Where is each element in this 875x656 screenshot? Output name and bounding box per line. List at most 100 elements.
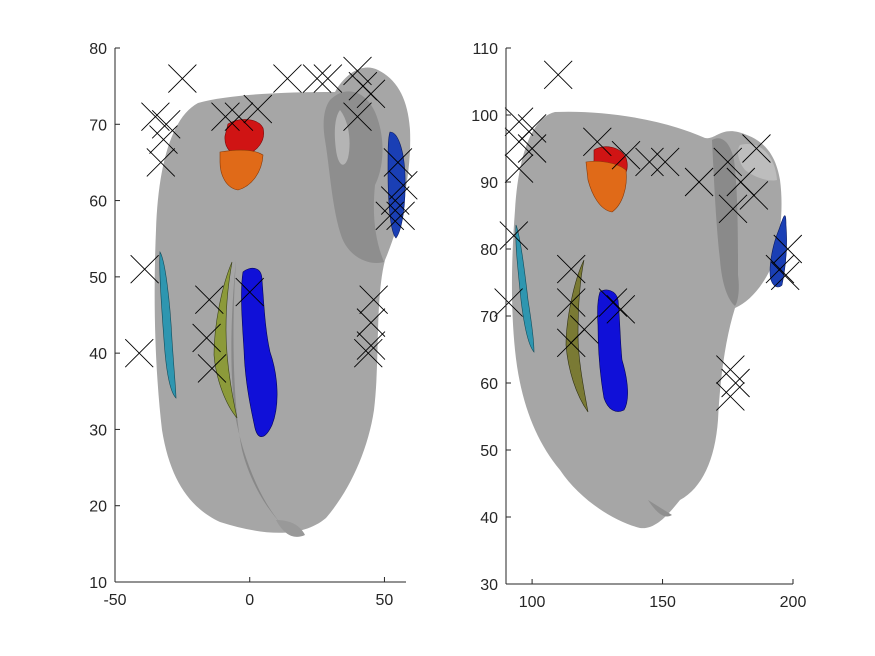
- left-subplot: -50 0 50 10 20 30 40 50 60 70 80: [89, 41, 418, 609]
- y-tick-label: 70: [480, 309, 498, 326]
- x-marker: [504, 127, 534, 157]
- x-marker: [517, 134, 547, 163]
- x-marker: [353, 338, 383, 368]
- x-tick-label: 0: [245, 592, 254, 609]
- x-marker: [742, 134, 771, 163]
- x-marker: [149, 125, 178, 154]
- y-tick-label: 50: [480, 443, 498, 460]
- x-marker: [504, 154, 534, 183]
- x-tick-label: 50: [376, 592, 394, 609]
- x-marker: [611, 140, 641, 170]
- x-marker: [151, 109, 181, 139]
- x-tick-label: 100: [519, 594, 546, 611]
- x-marker: [765, 254, 795, 284]
- x-marker: [302, 64, 332, 93]
- right-gray-body: [511, 111, 782, 529]
- x-marker: [273, 64, 302, 93]
- right-surface-olive: [565, 259, 589, 413]
- x-marker: [375, 201, 405, 231]
- x-marker: [141, 102, 170, 131]
- x-marker: [146, 148, 176, 177]
- x-marker: [556, 254, 586, 284]
- x-marker: [543, 60, 573, 90]
- x-marker: [168, 64, 197, 93]
- y-tick-label: 80: [480, 242, 498, 259]
- x-marker: [224, 102, 254, 131]
- y-tick-label: 70: [89, 117, 107, 134]
- right-colored-surfaces: [515, 146, 787, 413]
- x-marker: [343, 102, 372, 131]
- x-marker: [494, 288, 523, 317]
- x-marker: [718, 194, 748, 224]
- left-surface-blue-right: [387, 131, 406, 239]
- x-marker: [721, 368, 750, 398]
- x-marker: [504, 107, 534, 137]
- x-marker: [313, 64, 343, 93]
- x-marker: [388, 170, 418, 200]
- y-tick-label: 80: [89, 41, 107, 58]
- right-markers: [494, 60, 803, 411]
- left-ticks: -50 0 50 10 20 30 40 50 60 70 80: [89, 41, 393, 609]
- x-marker: [130, 254, 159, 284]
- x-tick-label: 150: [649, 594, 676, 611]
- left-surface-teal: [159, 251, 177, 399]
- right-surface-orange: [585, 160, 627, 213]
- right-surface-blue-right: [769, 215, 787, 288]
- x-marker: [359, 285, 388, 315]
- x-marker: [684, 167, 714, 197]
- x-marker: [650, 147, 680, 177]
- x-marker: [716, 382, 745, 411]
- left-surface-orange: [219, 149, 264, 191]
- x-marker: [343, 56, 372, 86]
- right-surface-blue: [597, 289, 628, 412]
- x-marker: [499, 221, 529, 250]
- x-tick-label: 200: [780, 594, 807, 611]
- y-tick-label: 40: [89, 346, 107, 363]
- y-tick-label: 110: [472, 41, 498, 58]
- y-tick-label: 10: [89, 575, 107, 592]
- left-colored-surfaces: [159, 119, 406, 437]
- x-marker: [192, 323, 221, 353]
- right-ticks: 100 150 200 30 40 50 60 70 80 90 100 110: [471, 41, 806, 611]
- y-tick-label: 30: [89, 422, 107, 439]
- y-tick-label: 90: [480, 175, 498, 192]
- x-tick-label: -50: [103, 592, 126, 609]
- y-tick-label: 60: [89, 194, 107, 211]
- x-marker: [582, 127, 612, 157]
- x-marker: [356, 308, 386, 337]
- left-surface-olive: [213, 261, 238, 419]
- y-tick-label: 30: [480, 577, 498, 594]
- x-marker: [556, 288, 586, 317]
- x-marker: [773, 234, 803, 264]
- x-marker: [386, 201, 415, 231]
- x-marker: [606, 294, 636, 324]
- left-gray-body: [154, 67, 411, 537]
- y-tick-label: 40: [480, 510, 498, 527]
- x-marker: [635, 147, 664, 177]
- x-marker: [713, 147, 743, 177]
- x-marker: [598, 288, 628, 317]
- x-marker: [380, 186, 410, 215]
- x-marker: [124, 338, 154, 368]
- x-marker: [356, 79, 386, 109]
- x-marker: [243, 94, 273, 124]
- x-marker: [356, 331, 386, 360]
- left-markers: [124, 56, 418, 383]
- x-marker: [235, 277, 265, 307]
- y-tick-label: 50: [89, 270, 107, 287]
- y-tick-label: 100: [471, 108, 498, 125]
- x-marker: [211, 102, 240, 131]
- y-tick-label: 20: [89, 499, 107, 516]
- right-surface-teal: [515, 224, 535, 353]
- x-marker: [770, 261, 800, 291]
- left-axes: [114, 48, 406, 583]
- right-subplot: 100 150 200 30 40 50 60 70 80 90 100 110: [471, 41, 806, 611]
- x-marker: [197, 354, 227, 383]
- x-marker: [383, 148, 413, 177]
- x-marker: [194, 285, 224, 315]
- left-surface-red: [224, 119, 264, 156]
- x-marker: [739, 181, 769, 210]
- x-marker: [556, 328, 586, 358]
- y-tick-label: 60: [480, 376, 498, 393]
